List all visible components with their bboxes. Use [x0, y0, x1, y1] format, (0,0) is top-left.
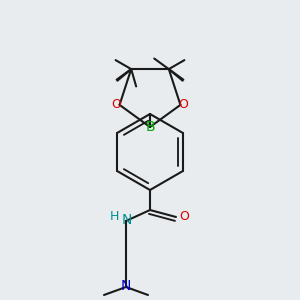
- Text: B: B: [145, 120, 155, 134]
- Text: N: N: [122, 213, 132, 227]
- Text: H: H: [110, 211, 119, 224]
- Text: O: O: [178, 98, 188, 111]
- Text: N: N: [121, 279, 131, 293]
- Text: O: O: [179, 211, 189, 224]
- Text: O: O: [112, 98, 122, 111]
